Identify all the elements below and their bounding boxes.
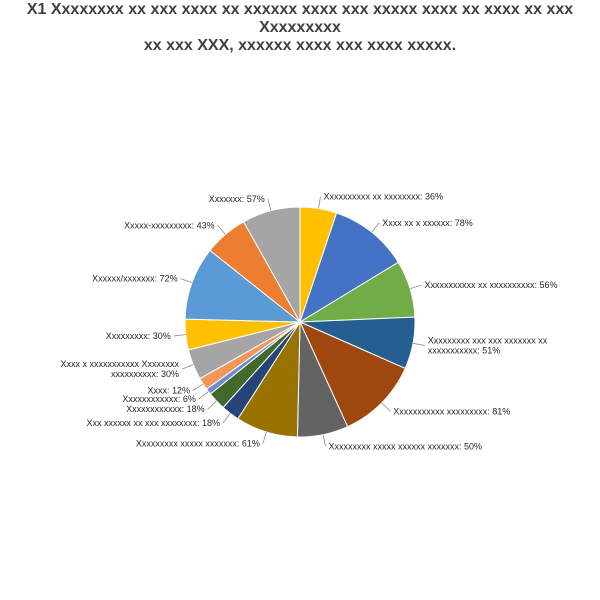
leader-line	[180, 278, 193, 284]
leader-line	[318, 196, 321, 209]
pie-slice	[299, 321, 406, 428]
leader-line	[207, 400, 217, 410]
slice-label: Xxx xxxxxx xx xxx xxxxxxxx: 18%	[86, 418, 220, 428]
leader-line	[371, 222, 380, 233]
leader-line	[173, 334, 186, 337]
pie-slice	[242, 206, 301, 324]
leader-line	[381, 402, 391, 412]
slice-label: Xxxxxxxxx xxx xxx xxxxxxx xx xxxxxxxxxxx:…	[428, 336, 548, 356]
slice-label: Xxxxxxxxxxx xxxxxxxxx: 81%	[393, 406, 510, 416]
slice-label: Xxxxx-xxxxxxxxx: 43%	[124, 220, 215, 230]
leader-line	[409, 284, 422, 290]
pie-slices	[184, 206, 416, 438]
leader-line	[192, 383, 204, 391]
slice-label: Xxxxxxxxx xxxxx xxxxxx xxxxxxx: 50%	[329, 441, 483, 451]
slice-label: Xxxxxxxxxxx xx xxxxxxxxxx: 56%	[425, 280, 558, 290]
leader-line	[217, 225, 226, 235]
chart-title: X1 Xxxxxxxx xx xxx xxxx xx xxxxxx xxxx x…	[26, 1, 574, 54]
leader-line	[322, 434, 326, 447]
slice-label: Xxxxxx/xxxxxxx: 72%	[92, 274, 178, 284]
slice-label: Xxxxxxxxxx xx xxxxxxxx: 36%	[323, 192, 443, 202]
leader-line	[412, 342, 425, 346]
leader-line	[181, 364, 194, 370]
pie-slice	[184, 249, 302, 323]
slice-label: Xxxxxxxxxxxx: 18%	[126, 404, 205, 414]
leader-line	[198, 391, 209, 400]
slice-label: Xxxxxxxxx xxxxx xxxxxxx: 61%	[136, 438, 260, 448]
slice-label: Xxxx x xxxxxxxxxxx Xxxxxxxx xxxxxxxxxx: 3…	[61, 359, 180, 379]
slice-label: Xxxxxxxxxxxx: 6%	[122, 394, 196, 404]
slice-label: Xxxxxxx: 57%	[209, 194, 265, 204]
leader-line	[222, 413, 231, 424]
slice-label: Xxxx xx x xxxxxx: 78%	[382, 218, 473, 228]
leader-line	[267, 199, 272, 211]
leader-line	[262, 431, 267, 444]
slice-label: Xxxxxxxxx: 30%	[106, 331, 171, 341]
pie-labels: Xxxxxxxxxx xx xxxxxxxx: 36% Xxxx xx x xxx…	[61, 192, 558, 452]
slice-label: Xxxx: 12%	[147, 385, 190, 395]
